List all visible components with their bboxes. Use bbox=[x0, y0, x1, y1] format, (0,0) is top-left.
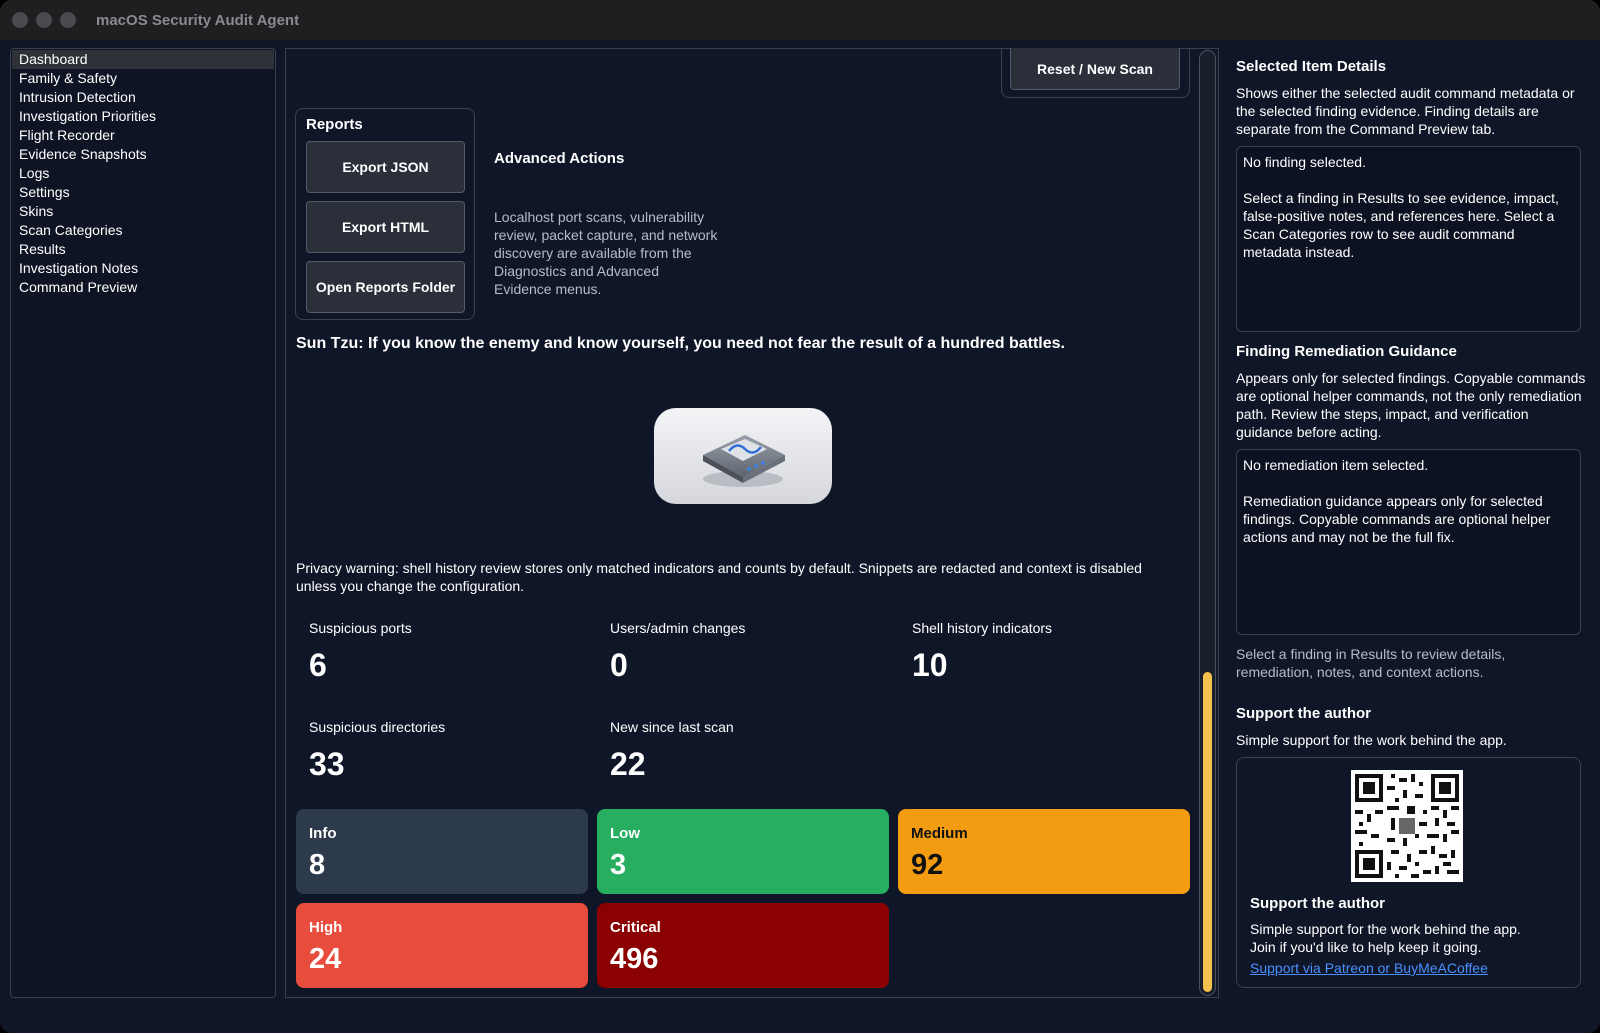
stat-new-since-value: 22 bbox=[610, 746, 646, 782]
support-card-title: Support the author bbox=[1250, 895, 1385, 912]
severity-medium-value: 92 bbox=[911, 849, 944, 881]
sidebar-item-dashboard[interactable]: Dashboard bbox=[12, 50, 274, 69]
severity-info-card[interactable]: Info 8 bbox=[296, 809, 588, 894]
export-html-button[interactable]: Export HTML bbox=[306, 201, 465, 253]
severity-critical-card[interactable]: Critical 496 bbox=[597, 903, 889, 988]
sidebar-item-intrusion-detection[interactable]: Intrusion Detection bbox=[19, 89, 136, 105]
support-card-text1: Simple support for the work behind the a… bbox=[1250, 921, 1521, 937]
sidebar-item-settings[interactable]: Settings bbox=[19, 184, 70, 200]
sidebar-item-flight-recorder[interactable]: Flight Recorder bbox=[19, 127, 115, 143]
advanced-actions-title: Advanced Actions bbox=[494, 150, 625, 167]
privacy-warning: Privacy warning: shell history review st… bbox=[296, 560, 1142, 594]
reports-group bbox=[295, 108, 475, 320]
sidebar-item-investigation-priorities[interactable]: Investigation Priorities bbox=[19, 108, 156, 124]
stat-new-since-label: New since last scan bbox=[610, 719, 734, 735]
window-title: macOS Security Audit Agent bbox=[96, 11, 300, 29]
qr-code-graphic bbox=[1351, 770, 1463, 882]
sidebar-item-evidence-snapshots[interactable]: Evidence Snapshots bbox=[19, 146, 147, 162]
sidebar-item-logs[interactable]: Logs bbox=[19, 165, 50, 181]
severity-critical-value: 496 bbox=[610, 943, 659, 975]
severity-high-value: 24 bbox=[309, 943, 342, 975]
title-bar: macOS Security Audit Agent bbox=[0, 0, 1600, 40]
sidebar-item-investigation-notes[interactable]: Investigation Notes bbox=[19, 260, 139, 276]
zoom-window-button[interactable] bbox=[60, 12, 76, 28]
stat-shell-history-value: 10 bbox=[912, 647, 948, 683]
support-link[interactable]: Support via Patreon or BuyMeACoffee bbox=[1250, 960, 1488, 976]
severity-low-value: 3 bbox=[610, 849, 627, 881]
severity-info-value: 8 bbox=[309, 849, 326, 881]
stat-suspicious-ports-label: Suspicious ports bbox=[309, 620, 412, 636]
details-textbox[interactable]: No finding selected. Select a finding in… bbox=[1236, 146, 1581, 332]
stat-users-admin-value: 0 bbox=[610, 647, 628, 683]
severity-high-card[interactable]: High 24 bbox=[296, 903, 588, 988]
details-title: Selected Item Details bbox=[1236, 58, 1387, 75]
sidebar-item-scan-categories[interactable]: Scan Categories bbox=[19, 222, 123, 238]
stat-users-admin-label: Users/admin changes bbox=[610, 620, 746, 636]
export-json-button[interactable]: Export JSON bbox=[306, 141, 465, 193]
support-subtitle: Simple support for the work behind the a… bbox=[1236, 732, 1507, 748]
window-controls bbox=[12, 12, 76, 28]
remediation-description: Appears only for selected findings. Copy… bbox=[1236, 370, 1586, 440]
reset-group bbox=[1001, 48, 1190, 98]
support-title: Support the author bbox=[1236, 705, 1371, 722]
stat-suspicious-directories-label: Suspicious directories bbox=[309, 719, 446, 735]
details-empty-text: Select a finding in Results to see evide… bbox=[1243, 190, 1559, 260]
minimize-window-button[interactable] bbox=[36, 12, 52, 28]
sidebar-item-results[interactable]: Results bbox=[19, 241, 66, 257]
details-description: Shows either the selected audit command … bbox=[1236, 85, 1575, 137]
sidebar-item-family-safety[interactable]: Family & Safety bbox=[19, 70, 118, 86]
reset-new-scan-button[interactable]: Reset / New Scan bbox=[1010, 48, 1180, 90]
qr-code-icon bbox=[1351, 770, 1463, 882]
support-card bbox=[1236, 757, 1581, 988]
open-reports-folder-button[interactable]: Open Reports Folder bbox=[306, 261, 465, 313]
severity-medium-card[interactable]: Medium 92 bbox=[898, 809, 1190, 894]
stat-suspicious-ports-value: 6 bbox=[309, 647, 327, 683]
remediation-title: Finding Remediation Guidance bbox=[1236, 343, 1457, 360]
sidebar-item-command-preview[interactable]: Command Preview bbox=[19, 279, 138, 295]
severity-low-card[interactable]: Low 3 bbox=[597, 809, 889, 894]
sidebar-item-skins[interactable]: Skins bbox=[19, 203, 54, 219]
severity-low-label: Low bbox=[610, 825, 640, 842]
severity-medium-label: Medium bbox=[911, 825, 968, 842]
details-empty-title: No finding selected. bbox=[1243, 154, 1366, 170]
main-scrollbar-thumb[interactable] bbox=[1203, 672, 1212, 992]
remediation-empty-title: No remediation item selected. bbox=[1243, 457, 1429, 473]
severity-high-label: High bbox=[309, 919, 343, 936]
close-window-button[interactable] bbox=[12, 12, 28, 28]
reports-title: Reports bbox=[306, 116, 363, 133]
stat-suspicious-directories-value: 33 bbox=[309, 746, 345, 782]
severity-info-label: Info bbox=[309, 825, 337, 842]
severity-critical-label: Critical bbox=[610, 919, 661, 936]
remediation-hint: Select a finding in Results to review de… bbox=[1236, 646, 1506, 680]
sidebar: Dashboard Family & Safety Intrusion Dete… bbox=[10, 48, 276, 998]
advanced-actions-description: Localhost port scans, vulnerability revi… bbox=[494, 209, 718, 297]
remediation-empty-text: Remediation guidance appears only for se… bbox=[1243, 493, 1551, 545]
app-logo bbox=[654, 408, 832, 504]
quote-text: Sun Tzu: If you know the enemy and know … bbox=[296, 335, 1065, 352]
remediation-textbox[interactable]: No remediation item selected. Remediatio… bbox=[1236, 449, 1581, 635]
stat-shell-history-label: Shell history indicators bbox=[912, 620, 1053, 636]
audit-device-icon bbox=[703, 435, 785, 487]
support-card-text2: Join if you'd like to help keep it going… bbox=[1250, 939, 1482, 955]
